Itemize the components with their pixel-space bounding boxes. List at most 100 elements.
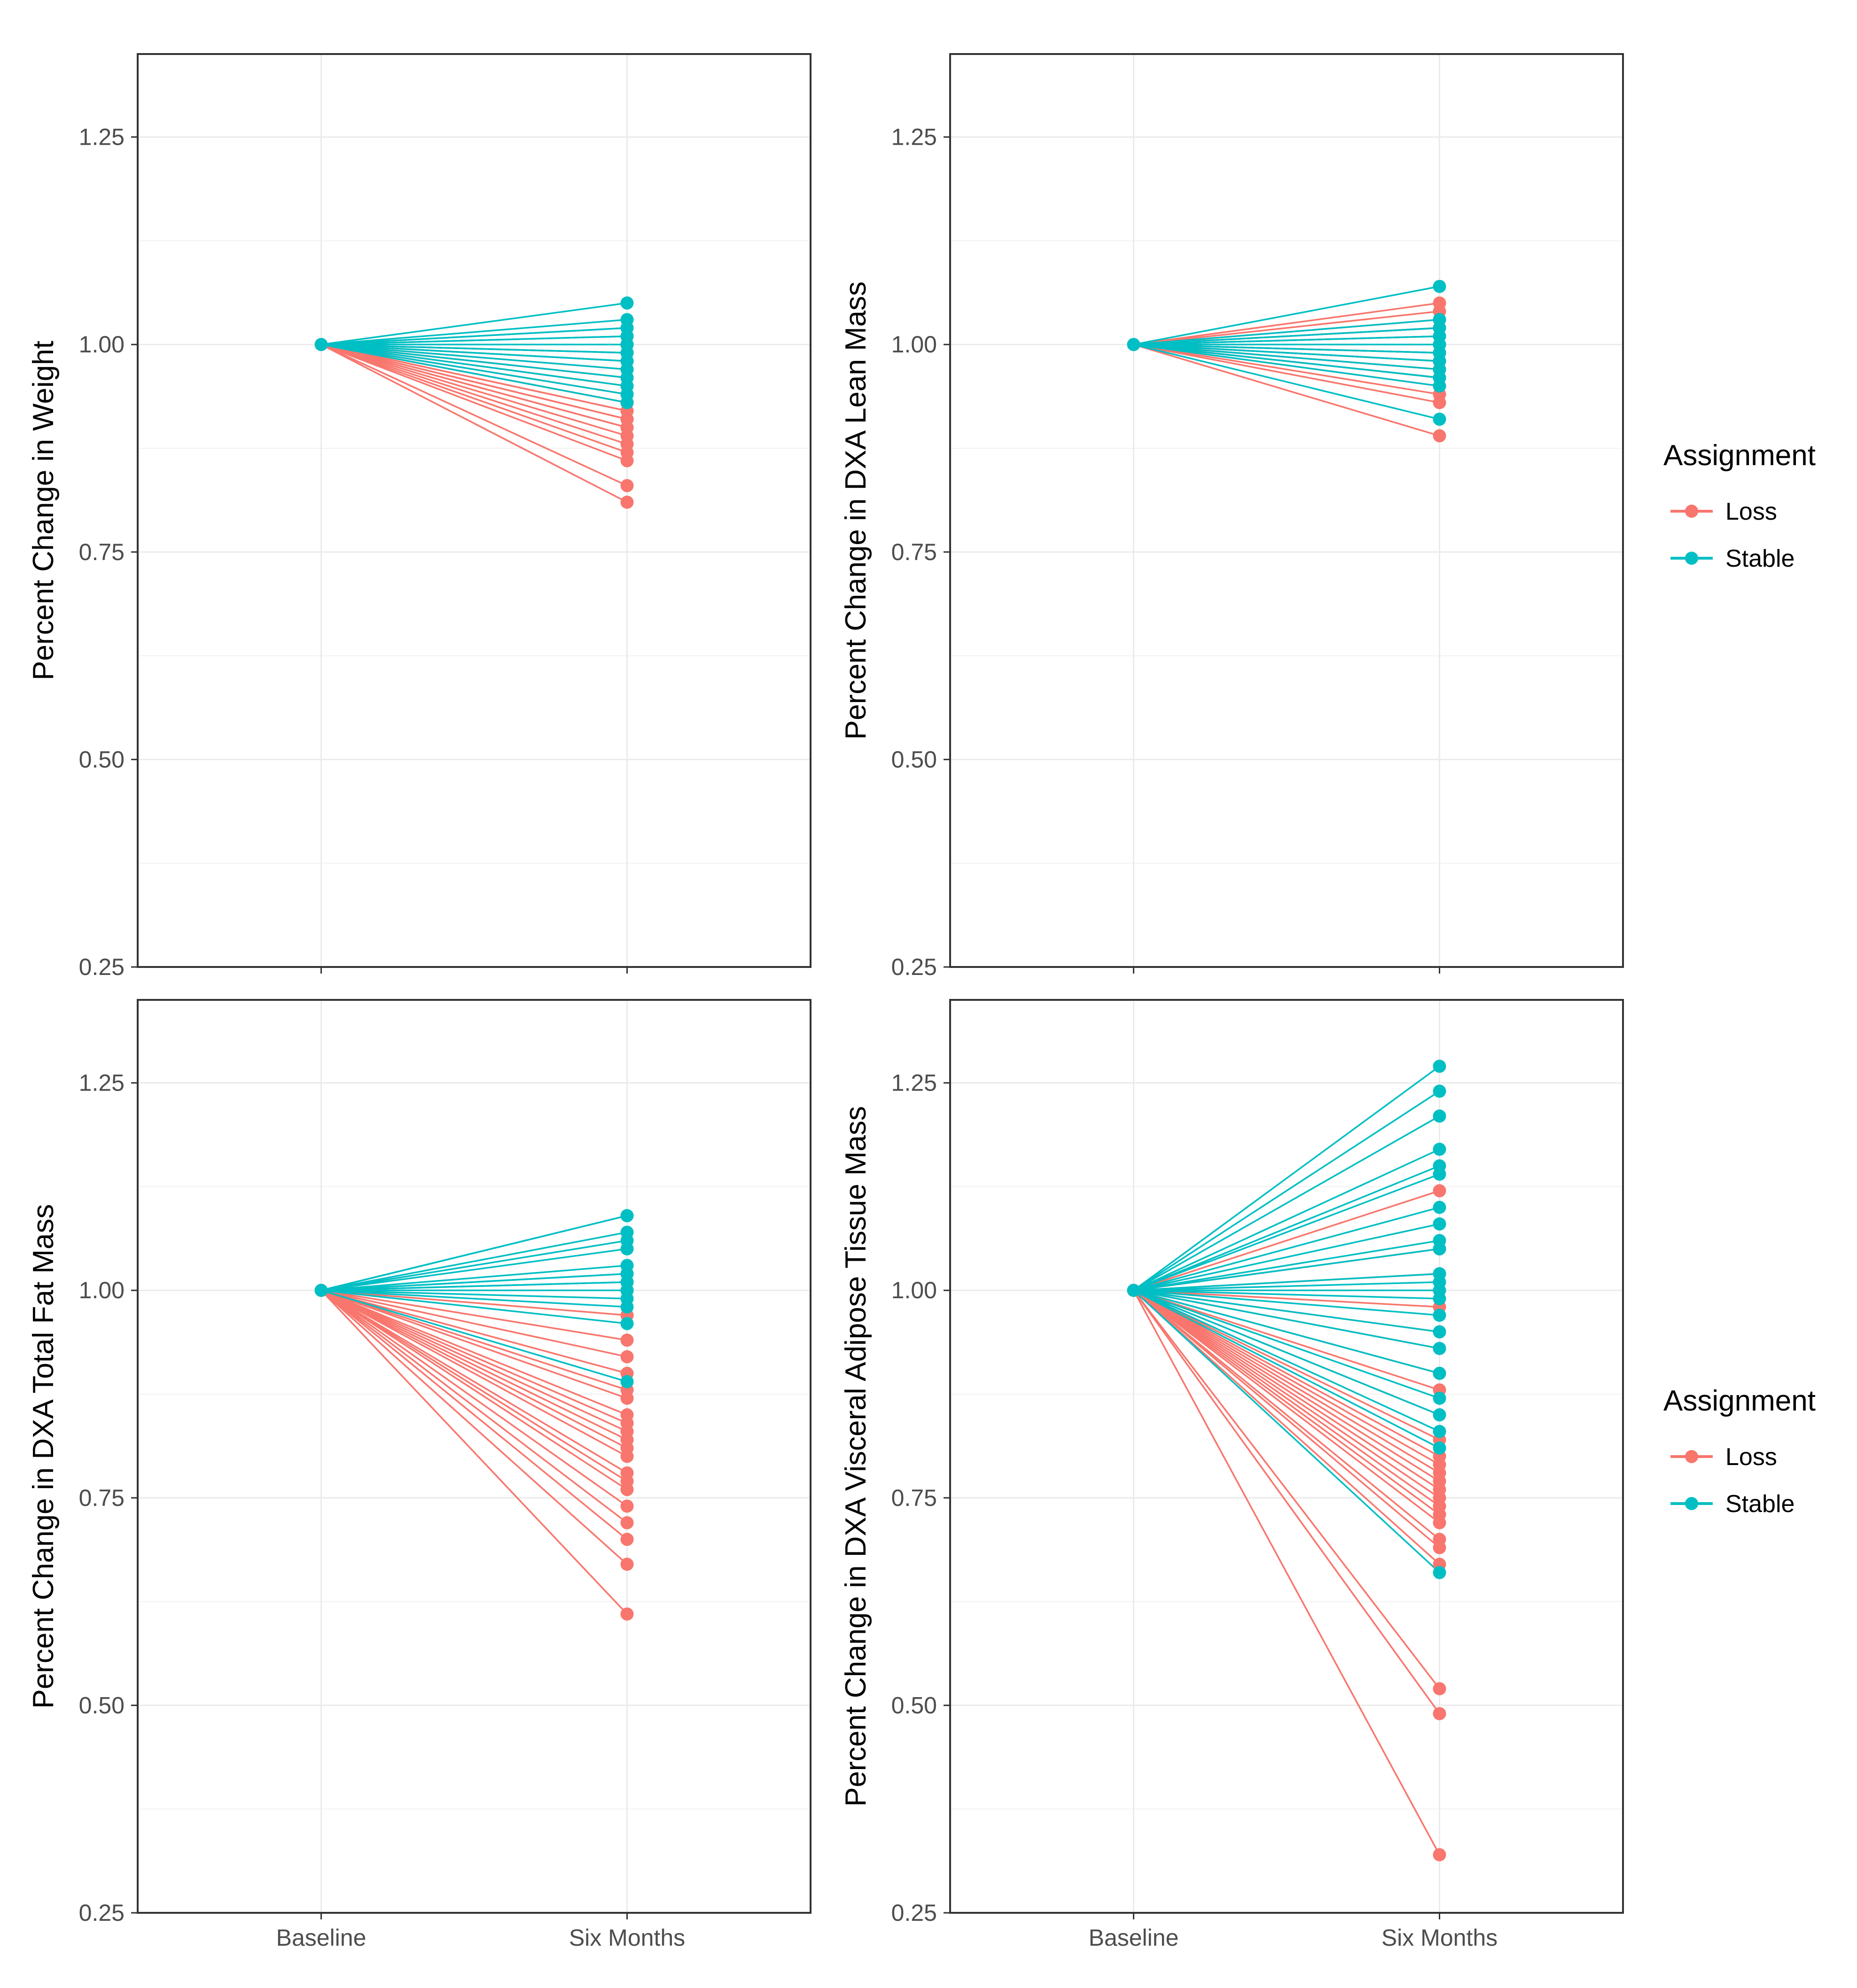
data-point-stable	[1433, 1142, 1446, 1156]
data-point-loss	[620, 1533, 634, 1546]
series-line-loss	[320, 343, 628, 462]
legend-title: Assignment	[1663, 439, 1816, 472]
series-line-loss	[1133, 1289, 1440, 1482]
data-point-stable	[1433, 1366, 1446, 1380]
data-point-loss	[620, 495, 634, 509]
legend-stable-key	[1685, 552, 1698, 565]
y-tick-label: 1.00	[79, 331, 125, 358]
x-tick-label: Baseline	[276, 1925, 367, 1951]
series-line-stable	[1133, 1289, 1440, 1300]
series-line-stable	[321, 1264, 627, 1291]
series-line-loss	[320, 1289, 628, 1458]
series-line-stable	[321, 327, 627, 345]
series-line-stable	[321, 335, 627, 345]
series-line-stable	[1133, 1223, 1440, 1291]
series-line-loss	[320, 1289, 628, 1399]
series-line-loss	[320, 1289, 628, 1424]
data-point-stable	[620, 313, 634, 327]
series-line-stable	[1133, 1289, 1440, 1333]
legend-loss-label-2: Loss	[1725, 1443, 1777, 1471]
series-line-stable	[1133, 1273, 1440, 1291]
y-tick-label: 0.50	[79, 746, 125, 772]
y-axis-title: Percent Change in DXA Visceral Adipose T…	[840, 1106, 872, 1807]
series-line-stable	[1133, 1289, 1440, 1416]
series-line-stable	[1133, 343, 1440, 387]
data-point-loss	[620, 1558, 634, 1571]
data-point-loss	[620, 1333, 634, 1347]
series-line-loss	[1133, 1289, 1440, 1524]
series-line-loss	[1133, 343, 1440, 437]
data-point-stable	[620, 1225, 634, 1239]
series-line-loss	[321, 1289, 627, 1358]
series-line-loss	[320, 343, 628, 445]
panel-border	[949, 53, 1624, 968]
series-line-loss	[1133, 1289, 1440, 1499]
series-line-stable	[1133, 1090, 1440, 1291]
series-line-stable	[1133, 1148, 1440, 1291]
y-tick-label: 1.00	[79, 1277, 125, 1303]
series-line-loss	[320, 1289, 628, 1482]
plot-background	[138, 1000, 811, 1913]
series-line-stable	[321, 1289, 627, 1300]
panel-weight: 0.25 0.50 0.75 1.00 1.25 Percent Change in We…	[27, 53, 811, 980]
series-line-stable	[321, 1231, 627, 1291]
panel-total-fat-mass: 0.25 0.50 0.75 1.00 1.25 Baseline Six Months Pe…	[27, 999, 811, 1951]
plot-background	[138, 54, 811, 967]
series-line-loss	[320, 1289, 628, 1441]
series-line-loss	[320, 1289, 628, 1540]
series-line-loss	[1133, 1290, 1440, 1690]
data-point-stable	[1433, 1408, 1446, 1422]
series-line-stable	[1133, 343, 1440, 354]
y-tick-label: 1.25	[891, 124, 937, 150]
data-point-loss	[1433, 1184, 1446, 1198]
y-tick-label: 0.25	[79, 954, 125, 980]
y-tick-label: 0.50	[891, 746, 937, 772]
data-point-loss	[1433, 296, 1446, 310]
legend-stable-key-2	[1685, 1497, 1698, 1510]
series-line-stable	[1133, 1065, 1440, 1291]
series-line-loss	[320, 1289, 628, 1474]
x-tick-label: Six Months	[1381, 1925, 1498, 1951]
data-point-stable	[620, 296, 634, 310]
legend-bottom: Assignment Loss Stable	[1663, 1385, 1816, 1518]
legend-title-2: Assignment	[1663, 1385, 1816, 1417]
data-point-stable	[1433, 1234, 1446, 1247]
series-line-stable	[321, 343, 627, 354]
y-tick-label: 0.75	[79, 539, 125, 565]
series-line-stable	[321, 1281, 627, 1291]
series-line-loss	[321, 1289, 627, 1374]
x-tick-label: Baseline	[1089, 1925, 1179, 1951]
series-line-loss	[321, 343, 627, 412]
data-point-loss	[1433, 429, 1446, 443]
series-line-stable	[321, 343, 627, 379]
baseline-point-stable	[314, 338, 328, 351]
panel-lean-mass: 0.25 0.50 0.75 1.00 1.25 Percent Change in DX…	[840, 53, 1624, 980]
series-line-loss	[320, 1289, 628, 1490]
y-tick-label: 0.25	[79, 1900, 125, 1926]
series-line-loss	[1133, 1190, 1440, 1291]
y-axis-title: Percent Change in DXA Lean Mass	[840, 281, 872, 740]
y-tick-label: 1.00	[891, 331, 937, 358]
data-point-stable	[1433, 413, 1446, 426]
series-line-loss	[320, 1289, 628, 1449]
data-point-stable	[1433, 1425, 1446, 1438]
series-line-stable	[1133, 1115, 1440, 1291]
series-line-stable	[321, 1289, 627, 1325]
legend-loss-label: Loss	[1725, 498, 1777, 525]
series-line-loss	[321, 1289, 627, 1316]
x-tick-label: Six Months	[569, 1925, 685, 1951]
series-line-loss	[1133, 1289, 1440, 1549]
series-line-stable	[321, 343, 627, 370]
series-line-loss	[1133, 1290, 1440, 1715]
series-line-loss	[1133, 1289, 1440, 1507]
series-line-loss	[320, 1289, 628, 1391]
series-line-loss	[320, 343, 628, 503]
series-line-stable	[1133, 335, 1440, 345]
panel-border	[137, 999, 811, 1914]
series-line-stable	[1133, 1165, 1440, 1291]
series-line-loss	[321, 343, 627, 429]
y-axis-title: Percent Change in DXA Total Fat Mass	[27, 1204, 60, 1708]
series-line-stable	[321, 1215, 627, 1291]
data-point-loss	[1433, 1848, 1446, 1862]
